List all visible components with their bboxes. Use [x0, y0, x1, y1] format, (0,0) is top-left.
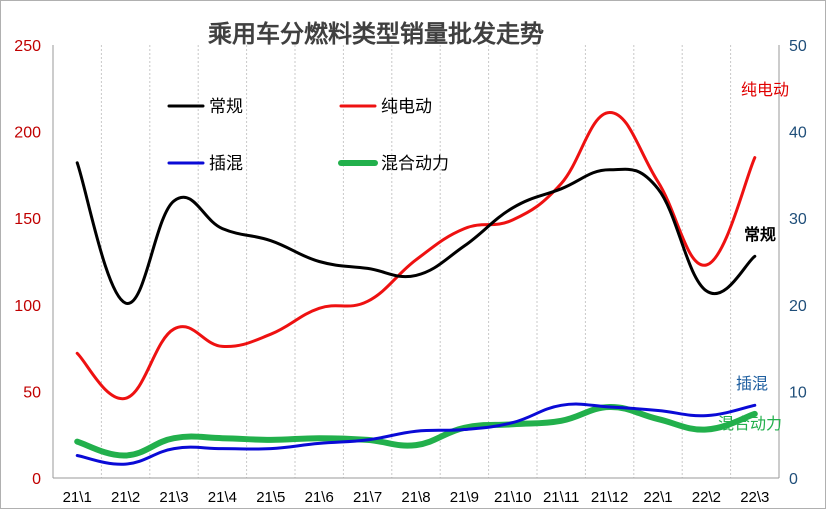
x-tick-label: 22\2 — [692, 489, 721, 506]
y-left-tick-label: 250 — [14, 38, 41, 55]
x-tick-label: 21\2 — [111, 489, 140, 506]
chart-title: 乘用车分燃料类型销量批发走势 — [207, 20, 544, 48]
x-tick-label: 21\11 — [543, 489, 579, 506]
y-right-tick-label: 40 — [789, 125, 807, 142]
x-tick-label: 21\9 — [450, 489, 479, 506]
x-tick-label: 21\4 — [208, 489, 237, 506]
series-end-label: 插混 — [736, 374, 768, 393]
x-tick-label: 21\10 — [494, 489, 532, 506]
y-right-tick-label: 10 — [789, 384, 807, 401]
y-right-tick-label: 0 — [789, 471, 798, 488]
x-tick-label: 21\7 — [353, 489, 382, 506]
series-end-label: 纯电动 — [741, 80, 789, 99]
x-tick-label: 21\12 — [591, 489, 629, 506]
series-lines — [74, 110, 758, 466]
legend-label: 纯电动 — [381, 97, 432, 117]
y-left-tick-label: 100 — [14, 298, 41, 315]
series-line-2 — [75, 110, 757, 400]
y-right-tick-label: 20 — [789, 298, 807, 315]
series-line-1 — [75, 161, 757, 305]
y-left-tick-label: 0 — [32, 471, 41, 488]
series-line-4 — [74, 403, 758, 459]
series-end-label: 常规 — [744, 225, 776, 244]
axes: 0 50 100 150 200 250 0 10 20 30 40 50 21\1 21\2 21\3 21… — [14, 38, 807, 506]
x-tick-label: 21\5 — [256, 489, 285, 506]
y-right-tick-label: 50 — [789, 38, 807, 55]
y-left-tick-label: 150 — [14, 211, 41, 228]
x-tick-label: 21\3 — [159, 489, 188, 506]
x-tick-label: 21\1 — [63, 489, 92, 506]
y-left-tick-label: 200 — [14, 125, 41, 142]
y-right-tick-label: 30 — [789, 211, 807, 228]
x-tick-label: 22\1 — [643, 489, 672, 506]
series-line-3 — [75, 402, 757, 466]
x-tick-label: 22\3 — [740, 489, 769, 506]
y-left-tick-label: 50 — [23, 384, 41, 401]
legend-label: 插混 — [209, 154, 243, 174]
series-end-label: 混合动力 — [718, 414, 782, 433]
legend-label: 混合动力 — [381, 154, 449, 174]
legend-label: 常规 — [209, 97, 243, 117]
x-tick-label: 21\8 — [401, 489, 430, 506]
x-tick-label: 21\6 — [305, 489, 334, 506]
gridlines — [52, 45, 780, 478]
